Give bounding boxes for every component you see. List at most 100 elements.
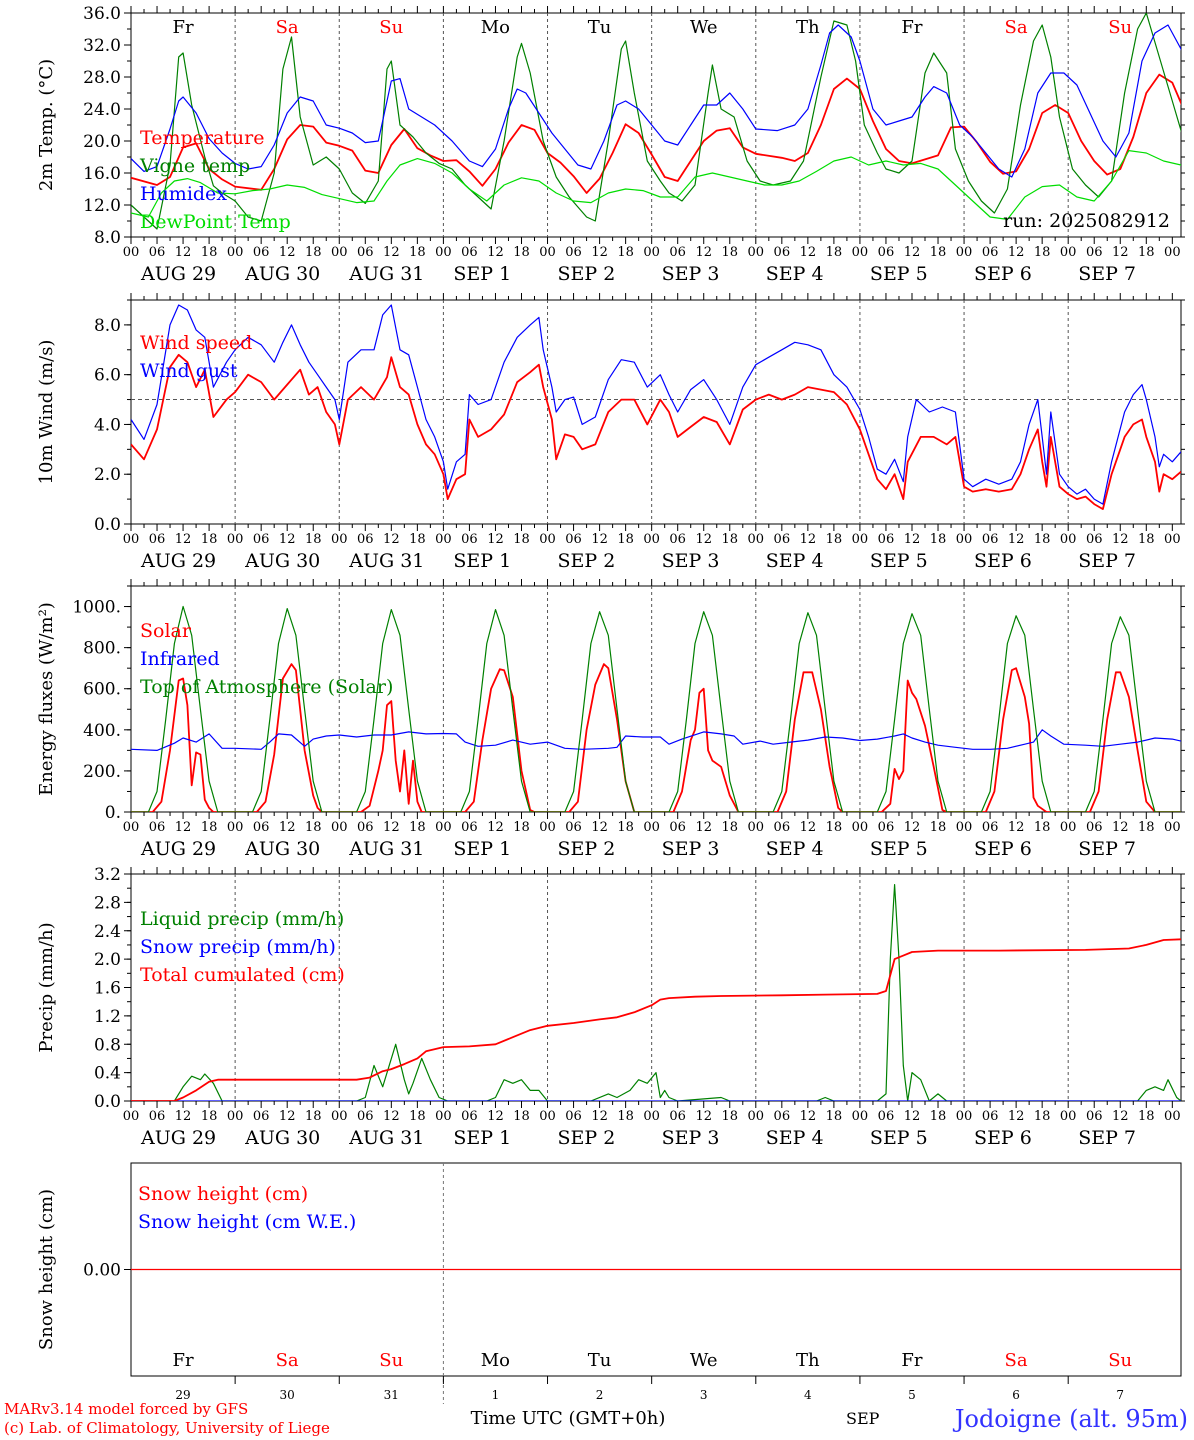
hour-tick-label: 12: [695, 820, 712, 835]
weekday-label: Su: [1108, 1350, 1132, 1371]
time-axis-label: Time UTC (GMT+0h): [471, 1408, 666, 1429]
hour-tick-label: 18: [826, 245, 843, 260]
hour-tick-label: 00: [539, 1109, 556, 1124]
legend-entry: Snow precip (mm/h): [140, 936, 336, 958]
date-label: AUG 30: [244, 263, 320, 285]
y-tick-label: 0.: [105, 803, 121, 823]
date-label: AUG 30: [244, 1127, 320, 1149]
hour-tick-label: 12: [1008, 820, 1025, 835]
y-tick-label: 200.: [83, 762, 121, 782]
hour-tick-label: 06: [878, 245, 895, 260]
hour-tick-label: 06: [149, 532, 166, 547]
day-number-label: 7: [1116, 1388, 1124, 1402]
hour-tick-label: 18: [1138, 245, 1155, 260]
series-line-top-of-atmosphere-solar-: [131, 605, 1181, 812]
hour-tick-label: 12: [904, 245, 921, 260]
weekday-label: We: [690, 17, 718, 38]
legend-entry: Infrared: [140, 648, 220, 670]
date-label: SEP 2: [558, 838, 616, 860]
y-tick-label: 0.8: [94, 1035, 121, 1055]
hour-tick-label: 12: [904, 532, 921, 547]
y-tick-label: 1000.: [72, 598, 121, 618]
date-label: AUG 29: [140, 550, 216, 572]
hour-tick-label: 12: [904, 1109, 921, 1124]
hour-tick-label: 18: [201, 245, 218, 260]
series-group: [131, 304, 1181, 510]
legend-entry: Snow height (cm W.E.): [138, 1211, 356, 1233]
hour-tick-label: 06: [669, 245, 686, 260]
date-label: SEP 5: [870, 1127, 928, 1149]
hour-tick-label: 12: [175, 1109, 192, 1124]
date-label: SEP 1: [453, 838, 511, 860]
hour-tick-label: 12: [487, 820, 504, 835]
hour-tick-label: 00: [748, 1109, 765, 1124]
legend-entry: Liquid precip (mm/h): [140, 908, 344, 930]
hour-tick-label: 12: [487, 1109, 504, 1124]
hour-tick-label: 06: [149, 1109, 166, 1124]
hour-tick-label: 00: [852, 532, 869, 547]
hour-tick-label: 06: [669, 1109, 686, 1124]
y-tick-label: 1.2: [94, 1007, 121, 1027]
hour-tick-label: 00: [435, 1109, 452, 1124]
date-label: SEP 2: [558, 550, 616, 572]
hour-tick-label: 00: [539, 820, 556, 835]
hour-tick-label: 00: [1060, 820, 1077, 835]
y-axis-label: Precip (mm/h): [36, 922, 57, 1052]
y-tick-label: 8.0: [94, 228, 121, 248]
weekday-label: Fr: [172, 17, 193, 38]
hour-tick-label: 00: [956, 820, 973, 835]
hour-tick-label: 06: [253, 820, 270, 835]
hour-tick-label: 00: [539, 245, 556, 260]
day-number-label: 2: [596, 1388, 604, 1402]
y-tick-label: 24.0: [83, 100, 121, 120]
hour-tick-label: 12: [591, 820, 608, 835]
hour-tick-label: 00: [435, 532, 452, 547]
hour-tick-label: 00: [1060, 1109, 1077, 1124]
run-label: run: 2025082912: [1003, 210, 1170, 232]
y-tick-label: 1.6: [94, 979, 121, 999]
hour-tick-label: 00: [1060, 532, 1077, 547]
weekday-label: Th: [796, 17, 820, 38]
hour-tick-label: 18: [721, 1109, 738, 1124]
hour-tick-label: 06: [669, 532, 686, 547]
hour-tick-label: 06: [565, 1109, 582, 1124]
y-tick-label: 2.0: [94, 465, 121, 485]
hour-tick-label: 06: [878, 820, 895, 835]
y-tick-label: 2.0: [94, 950, 121, 970]
hour-tick-label: 06: [253, 1109, 270, 1124]
hour-tick-label: 12: [695, 1109, 712, 1124]
hour-tick-label: 18: [201, 532, 218, 547]
hour-tick-label: 06: [1086, 245, 1103, 260]
date-label: SEP 4: [766, 838, 824, 860]
legend-entry: DewPoint Temp: [140, 211, 291, 233]
weekday-label: Sa: [276, 17, 299, 38]
hour-tick-label: 06: [461, 532, 478, 547]
hour-tick-label: 12: [591, 532, 608, 547]
y-tick-label: 400.: [83, 721, 121, 741]
hour-tick-label: 00: [435, 245, 452, 260]
date-label: AUG 29: [140, 838, 216, 860]
plot-frame: [130, 299, 1182, 525]
hour-tick-label: 12: [1112, 820, 1129, 835]
hour-tick-label: 06: [253, 245, 270, 260]
date-label: SEP 4: [766, 263, 824, 285]
legend-entry: Total cumulated (cm): [140, 964, 345, 986]
day-number-label: 4: [804, 1388, 812, 1402]
panel-4: 00 06 12 18 00 06 12 18 00 06 12 18 00 06 12 18 00 06 12 18…: [36, 865, 1185, 1149]
weekday-label: Th: [796, 1350, 820, 1371]
hour-tick-label: 18: [1034, 1109, 1051, 1124]
day-number-label: 29: [175, 1388, 190, 1402]
hour-tick-label: 06: [253, 532, 270, 547]
hour-tick-label: 00: [1164, 532, 1181, 547]
hour-tick-label: 06: [982, 1109, 999, 1124]
hour-tick-label: 18: [513, 1109, 530, 1124]
hour-tick-label: 06: [357, 1109, 374, 1124]
hour-tick-label: 18: [1034, 820, 1051, 835]
hour-tick-label: 12: [1008, 1109, 1025, 1124]
hour-tick-label: 12: [1112, 532, 1129, 547]
series-group: [131, 13, 1181, 230]
y-tick-label: 0.0: [94, 515, 121, 535]
hour-tick-label: 00: [852, 1109, 869, 1124]
hour-tick-label: 18: [826, 1109, 843, 1124]
series-line-solar: [131, 663, 1181, 812]
